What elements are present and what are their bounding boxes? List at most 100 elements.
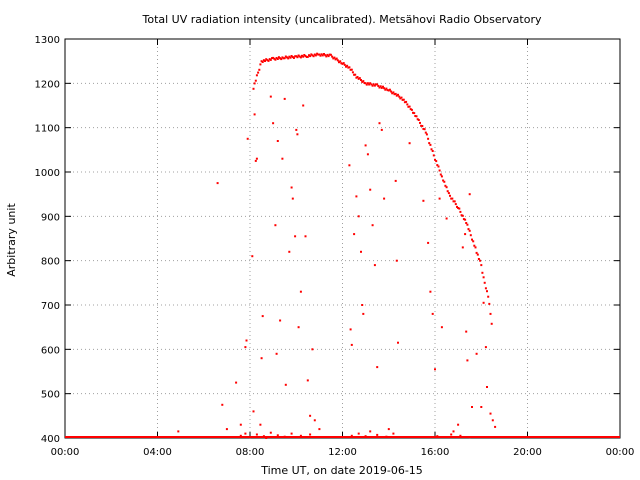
envelope-point xyxy=(413,112,416,115)
envelope-point xyxy=(283,57,286,60)
envelope-point xyxy=(421,125,424,127)
envelope-point xyxy=(277,56,280,59)
scatter-point xyxy=(471,406,473,408)
envelope-point xyxy=(356,76,359,78)
envelope-point xyxy=(305,56,308,58)
envelope-point xyxy=(412,111,414,114)
envelope-point xyxy=(438,169,441,172)
scatter-point xyxy=(484,346,487,349)
envelope-point xyxy=(351,71,354,74)
envelope-point xyxy=(271,57,273,60)
envelope-point xyxy=(323,53,325,55)
scatter-point xyxy=(281,157,284,160)
envelope-point xyxy=(376,83,379,86)
envelope-point xyxy=(348,66,351,69)
scatter-point xyxy=(291,197,294,200)
envelope-point xyxy=(445,186,448,189)
envelope-point xyxy=(467,228,470,231)
envelope-point xyxy=(314,54,317,57)
envelope-point xyxy=(408,105,411,108)
envelope-point xyxy=(373,84,376,87)
envelope-point xyxy=(310,53,313,56)
envelope-point xyxy=(325,55,328,58)
envelope-point xyxy=(474,246,477,249)
envelope-point xyxy=(304,55,307,57)
low-point xyxy=(385,435,388,438)
y-tick-label: 600 xyxy=(41,345,60,356)
envelope-point xyxy=(398,95,401,98)
scatter-point xyxy=(480,406,483,408)
envelope-point xyxy=(329,53,332,56)
envelope-point xyxy=(255,74,258,77)
envelope-point xyxy=(371,84,374,87)
envelope-point xyxy=(319,54,322,57)
scatter-point xyxy=(274,224,277,227)
low-point xyxy=(369,430,372,433)
envelope-point xyxy=(447,192,450,195)
envelope-point xyxy=(457,207,460,209)
envelope-point xyxy=(324,54,327,57)
envelope-point xyxy=(380,86,383,89)
low-point xyxy=(269,431,272,434)
envelope-point xyxy=(424,131,427,134)
envelope-point xyxy=(341,62,344,65)
envelope-point xyxy=(339,60,342,63)
envelope-point xyxy=(333,56,336,59)
envelope-point xyxy=(294,55,297,58)
envelope-point xyxy=(328,53,331,56)
scatter-point xyxy=(475,352,478,355)
envelope-point xyxy=(362,80,365,83)
scatter-point xyxy=(486,386,488,388)
scatter-point xyxy=(306,379,309,382)
envelope-point xyxy=(401,98,404,101)
envelope-point xyxy=(440,175,443,178)
envelope-point xyxy=(365,83,368,86)
envelope-point xyxy=(407,105,410,108)
scatter-point xyxy=(309,414,312,417)
envelope-point xyxy=(406,103,409,106)
scatter-point xyxy=(254,159,257,162)
envelope-point xyxy=(431,150,434,152)
envelope-point xyxy=(338,61,340,64)
envelope-point xyxy=(331,55,334,58)
scatter-point xyxy=(216,182,219,185)
scatter-point xyxy=(253,113,256,116)
scatter-point xyxy=(387,428,390,431)
envelope-point xyxy=(439,173,442,176)
x-tick-label: 08:00 xyxy=(236,447,265,458)
low-point xyxy=(436,435,439,438)
envelope-point xyxy=(370,83,373,86)
envelope-point xyxy=(336,59,339,62)
envelope-point xyxy=(366,82,369,85)
envelope-point xyxy=(311,54,314,57)
envelope-point xyxy=(436,164,439,167)
scatter-point xyxy=(252,410,255,413)
low-point xyxy=(364,435,367,438)
envelope-point xyxy=(395,94,398,97)
envelope-point xyxy=(349,68,352,71)
envelope-point xyxy=(320,53,323,56)
x-tick-label: 00:00 xyxy=(51,447,80,458)
scatter-point xyxy=(246,137,249,140)
scatter-point xyxy=(431,312,434,315)
envelope-point xyxy=(276,58,279,60)
scatter-point xyxy=(353,233,356,236)
envelope-point xyxy=(253,82,256,85)
y-tick-label: 900 xyxy=(41,212,60,223)
envelope-point xyxy=(340,62,343,65)
envelope-point xyxy=(309,55,312,58)
envelope-point xyxy=(296,56,299,59)
envelope-point xyxy=(464,218,467,221)
envelope-point xyxy=(265,58,268,61)
envelope-point xyxy=(269,58,272,61)
envelope-point xyxy=(326,53,329,56)
scatter-point xyxy=(357,215,360,218)
scatter-point xyxy=(366,153,369,156)
envelope-point xyxy=(450,197,453,200)
envelope-point xyxy=(427,137,430,140)
scatter-point xyxy=(318,428,321,431)
envelope-point xyxy=(468,229,471,232)
scatter-point xyxy=(466,359,469,362)
envelope-point xyxy=(399,97,402,100)
